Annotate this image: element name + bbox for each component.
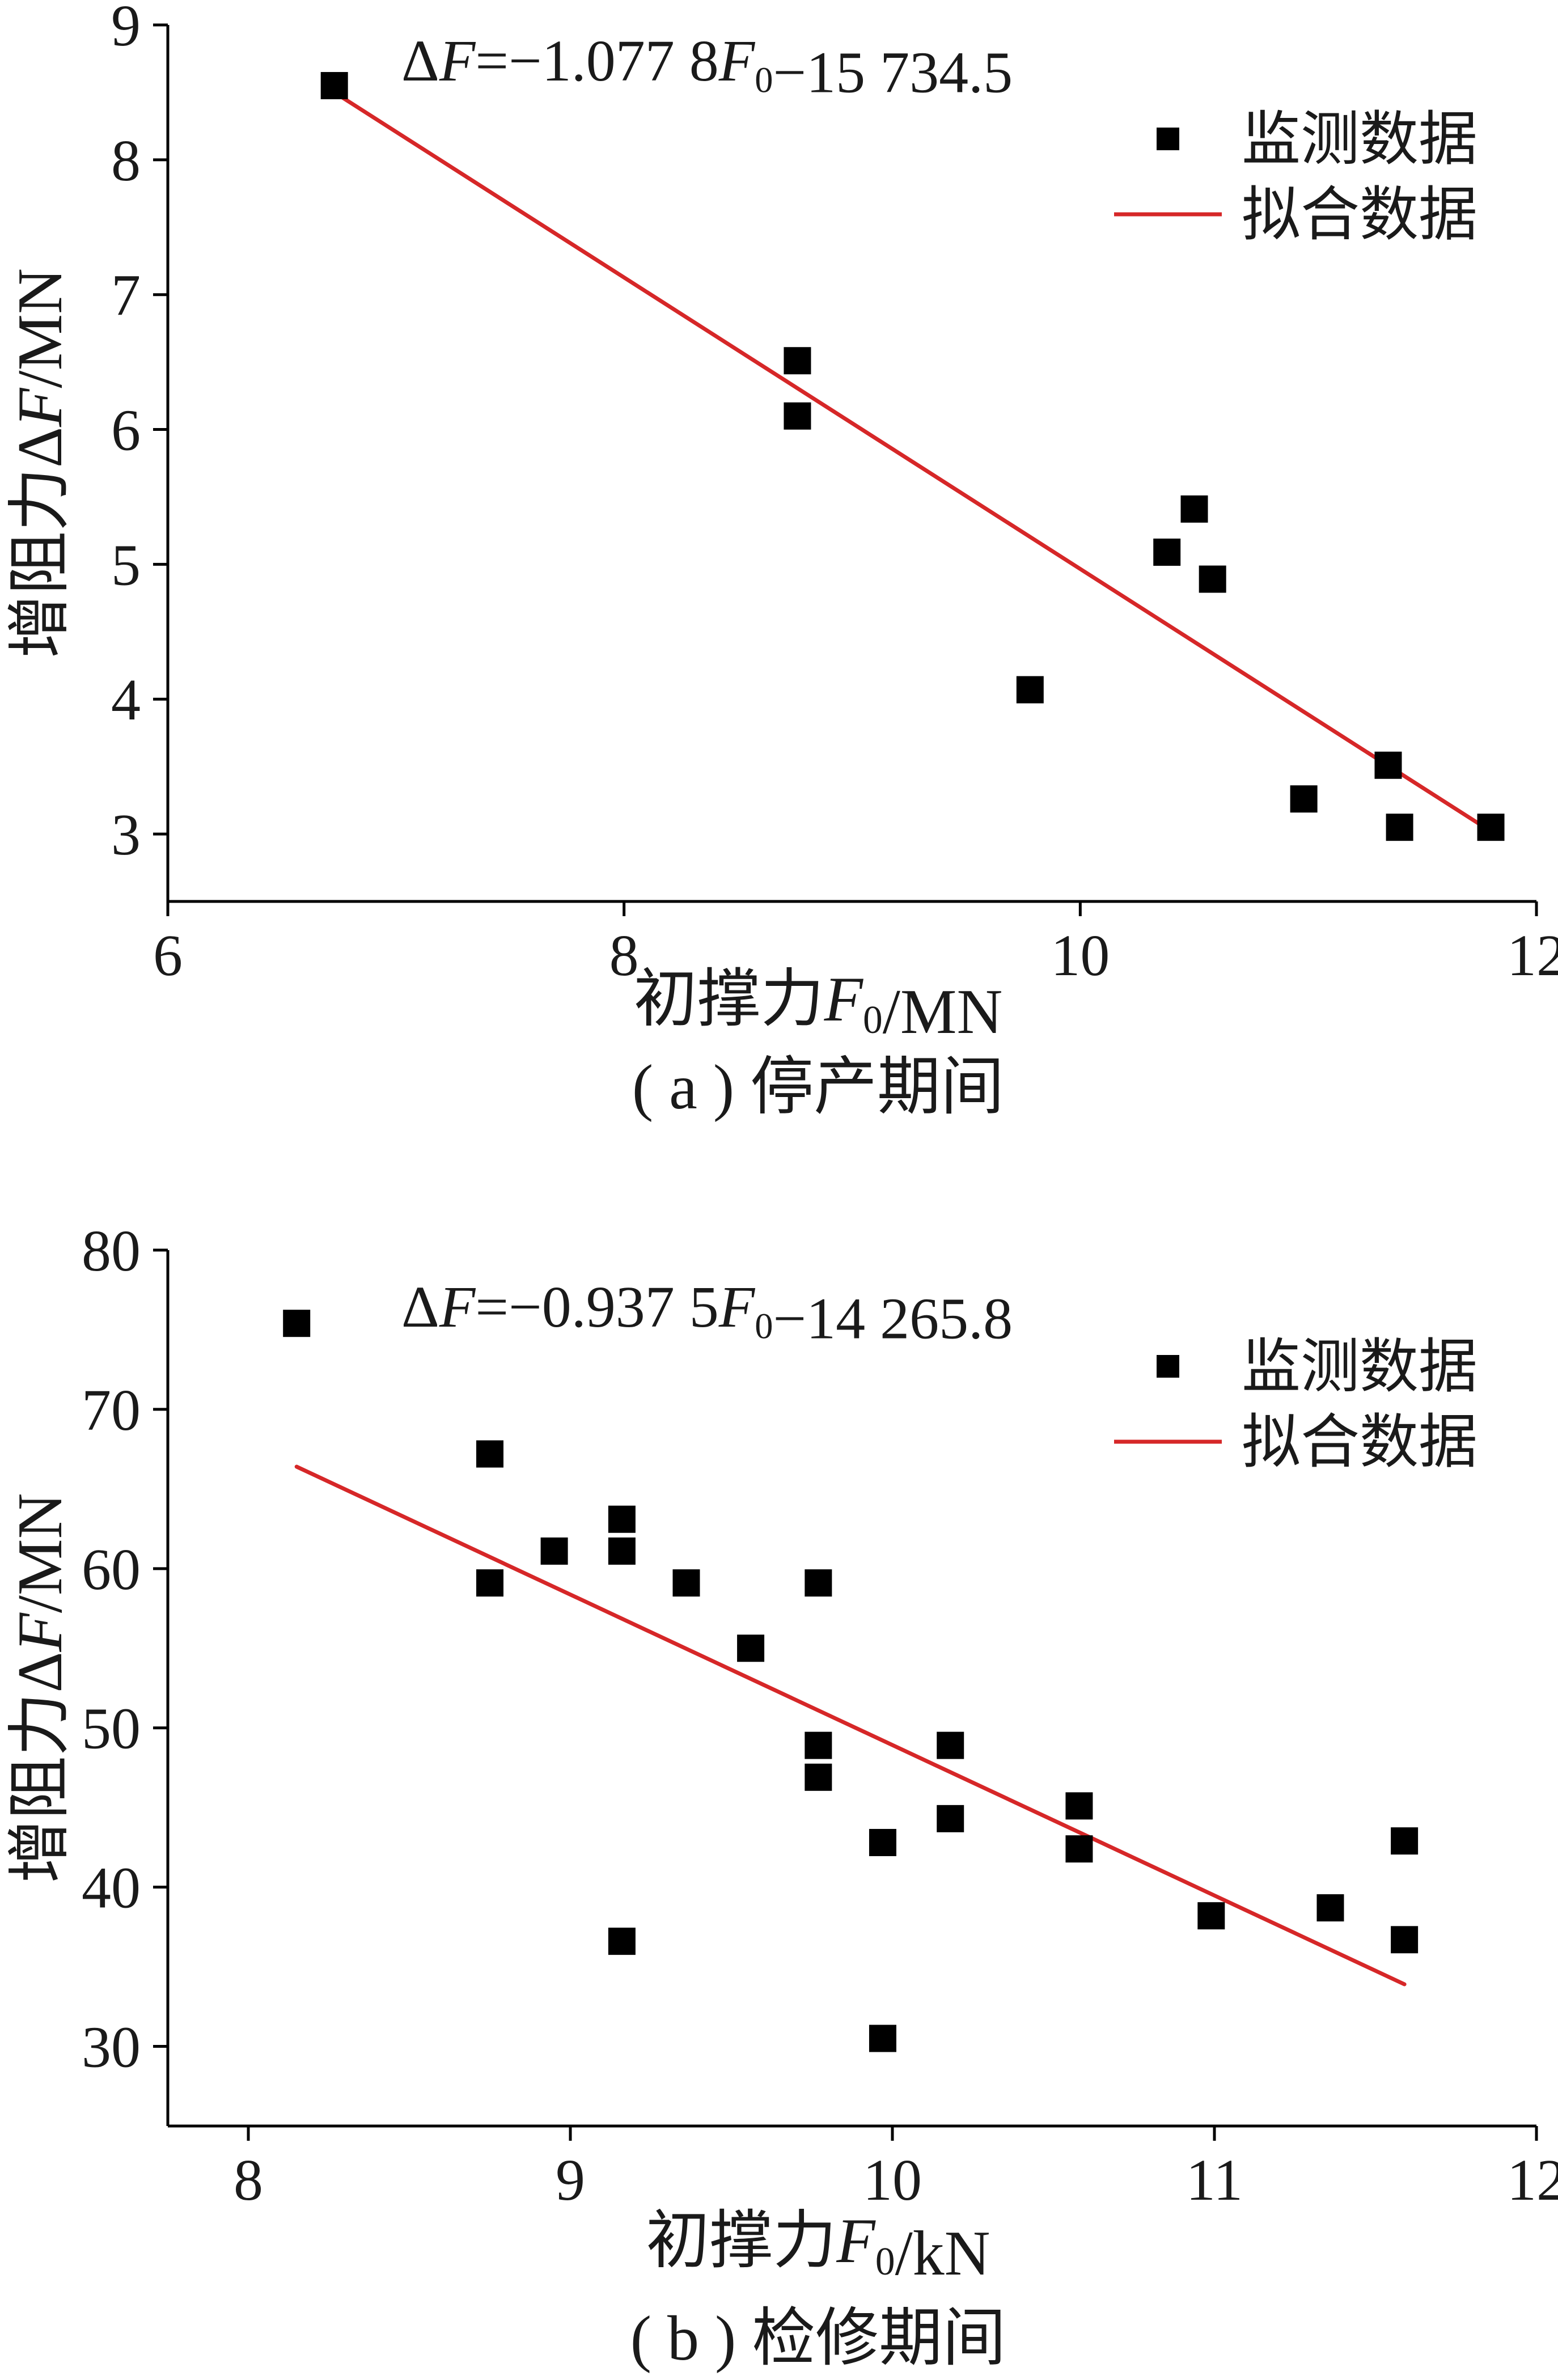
panel-a: 6 8 10 12 3 4 5 6 7 8 9 初撑力F0/MN 增阻力ΔF/MN ΔF=−1.077 8… xyxy=(5,0,1558,1123)
fit-line xyxy=(294,1464,1407,1987)
regression-equation: ΔF=−1.077 8F0−15 734.5 xyxy=(401,28,1013,105)
y-tick-label: 40 xyxy=(82,1856,141,1921)
y-tick-label: 9 xyxy=(111,0,141,58)
data-point-5 xyxy=(1153,538,1181,566)
y-tick-label: 6 xyxy=(111,398,141,463)
y-axis-title: 增阻力ΔF/MN xyxy=(5,1493,75,1883)
data-point-3 xyxy=(784,402,811,430)
data-point-8 xyxy=(1290,785,1318,813)
x-axis-title: 初撑力F0/MN xyxy=(634,964,1003,1047)
x-tick-label: 10 xyxy=(863,2148,922,2213)
data-point-22 xyxy=(1391,1926,1419,1954)
data-point-6 xyxy=(1180,495,1208,523)
data-point-10 xyxy=(805,1569,832,1597)
data-point-9 xyxy=(1374,751,1402,779)
legend-marker-points xyxy=(1157,128,1179,150)
panel-caption: ( b ) 检修期间 xyxy=(630,2303,1006,2374)
y-tick-label: 50 xyxy=(82,1696,141,1761)
legend-label-points: 监测数据 xyxy=(1242,1335,1477,1400)
x-tick-label: 6 xyxy=(153,923,183,988)
y-tick-label: 4 xyxy=(111,667,141,732)
y-tick-label: 7 xyxy=(111,263,141,328)
legend-marker-points xyxy=(1157,1355,1179,1378)
data-point-1 xyxy=(283,1310,311,1337)
data-point-6 xyxy=(608,1537,636,1565)
data-point-3 xyxy=(476,1569,503,1597)
regression-equation: ΔF=−0.937 5F0−14 265.8 xyxy=(401,1274,1013,1352)
y-tick-label: 3 xyxy=(111,802,141,867)
x-tick-label: 9 xyxy=(556,2148,585,2213)
x-tick-label: 12 xyxy=(1507,2148,1558,2213)
x-tick-label: 10 xyxy=(1051,923,1110,988)
data-point-17 xyxy=(1065,1792,1093,1820)
x-tick-label: 12 xyxy=(1507,923,1558,988)
y-tick-label: 8 xyxy=(111,128,141,193)
data-point-7 xyxy=(608,1928,636,1955)
y-tick-label: 60 xyxy=(82,1537,141,1602)
data-point-9 xyxy=(737,1634,765,1662)
data-point-8 xyxy=(672,1569,700,1597)
x-tick-label: 11 xyxy=(1186,2148,1243,2213)
data-point-4 xyxy=(1016,676,1044,704)
y-tick-label: 30 xyxy=(82,2015,141,2080)
panel-b: 8 9 10 11 12 30 40 50 60 70 80 初撑力F0/kN 增阻力ΔF/MN ΔF=−… xyxy=(5,1218,1558,2374)
y-tick-label: 70 xyxy=(82,1378,141,1443)
data-point-7 xyxy=(1199,565,1226,593)
y-axis-title: 增阻力ΔF/MN xyxy=(5,268,75,658)
fit-line xyxy=(332,90,1493,833)
data-point-12 xyxy=(805,1763,832,1791)
panel-caption: ( a ) 停产期间 xyxy=(632,1052,1004,1123)
legend-label-line: 拟合数据 xyxy=(1242,183,1477,248)
legend-label-points: 监测数据 xyxy=(1242,107,1477,172)
data-point-15 xyxy=(937,1731,964,1759)
data-point-4 xyxy=(540,1537,568,1565)
data-point-19 xyxy=(1197,1902,1225,1930)
data-point-21 xyxy=(1391,1827,1419,1855)
data-point-13 xyxy=(869,1828,896,1856)
data-point-5 xyxy=(608,1505,636,1533)
data-point-1 xyxy=(320,72,348,100)
x-axis-title: 初撑力F0/kN xyxy=(646,2206,990,2289)
y-tick-label: 5 xyxy=(111,532,141,598)
data-point-16 xyxy=(937,1805,964,1832)
legend-label-line: 拟合数据 xyxy=(1242,1410,1477,1475)
data-point-11 xyxy=(805,1731,832,1759)
x-tick-label: 8 xyxy=(609,923,639,988)
data-point-2 xyxy=(784,347,811,375)
data-point-2 xyxy=(476,1440,503,1468)
data-point-20 xyxy=(1316,1894,1344,1922)
data-point-11 xyxy=(1477,814,1505,841)
data-point-10 xyxy=(1386,814,1413,841)
data-point-14 xyxy=(869,2025,896,2052)
data-point-18 xyxy=(1065,1835,1093,1863)
x-tick-label: 8 xyxy=(234,2148,263,2213)
y-tick-label: 80 xyxy=(82,1218,141,1284)
